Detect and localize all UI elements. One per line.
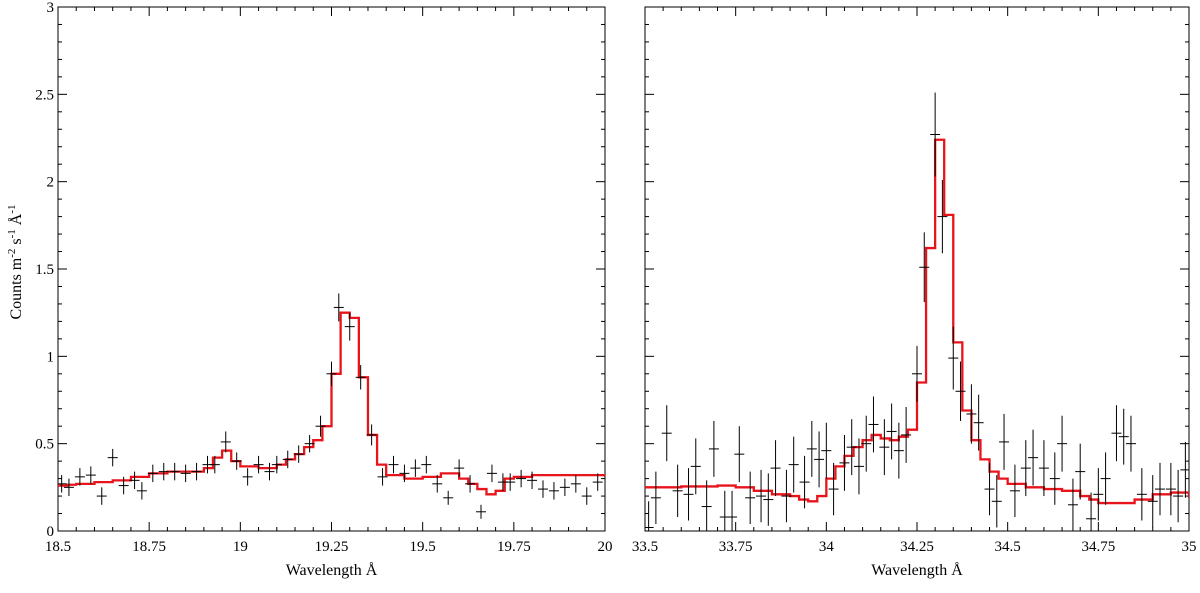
y-tick-label: 2 bbox=[47, 175, 55, 191]
x-tick-label: 18.5 bbox=[45, 539, 71, 555]
y-tick-label: 0.5 bbox=[35, 437, 54, 453]
y-tick-label: 2.5 bbox=[35, 87, 54, 103]
x-tick-label: 19.25 bbox=[315, 539, 349, 555]
x-tick-label: 19 bbox=[233, 539, 248, 555]
x-tick-label: 18.75 bbox=[132, 539, 166, 555]
x-tick-label: 35 bbox=[1182, 539, 1197, 555]
right-panel: 33.5 33.75 34 34.25 34.5 34.75 35 Wavelength Å bbox=[632, 6, 1197, 579]
x-tick-label: 34.5 bbox=[995, 539, 1021, 555]
x-axis-label: Wavelength Å bbox=[871, 561, 963, 579]
x-tick-label: 20 bbox=[598, 539, 613, 555]
x-tick-label: 34.25 bbox=[900, 539, 934, 555]
model-step-line bbox=[58, 311, 605, 496]
y-tick-label: 3 bbox=[47, 0, 55, 16]
x-tick-label: 33.5 bbox=[632, 539, 658, 555]
y-tick-label: 1 bbox=[47, 349, 55, 365]
x-tick-label: 19.5 bbox=[410, 539, 436, 555]
plot-frame bbox=[644, 6, 1190, 532]
y-tick-label: 1.5 bbox=[35, 262, 54, 278]
x-tick-label: 34 bbox=[819, 539, 835, 555]
x-tick-label: 34.75 bbox=[1081, 539, 1115, 555]
plot-area bbox=[58, 293, 605, 519]
y-axis-label: Counts m-2 s-1 Å-1 bbox=[6, 204, 25, 319]
x-tick-label: 33.75 bbox=[719, 539, 753, 555]
y-tick-label: 0 bbox=[47, 524, 55, 540]
x-axis-label: Wavelength Å bbox=[286, 561, 378, 579]
model-step-line bbox=[645, 138, 1189, 505]
plot-area bbox=[645, 92, 1189, 531]
x-tick-label: 19.75 bbox=[497, 539, 531, 555]
plot-frame bbox=[57, 6, 606, 532]
